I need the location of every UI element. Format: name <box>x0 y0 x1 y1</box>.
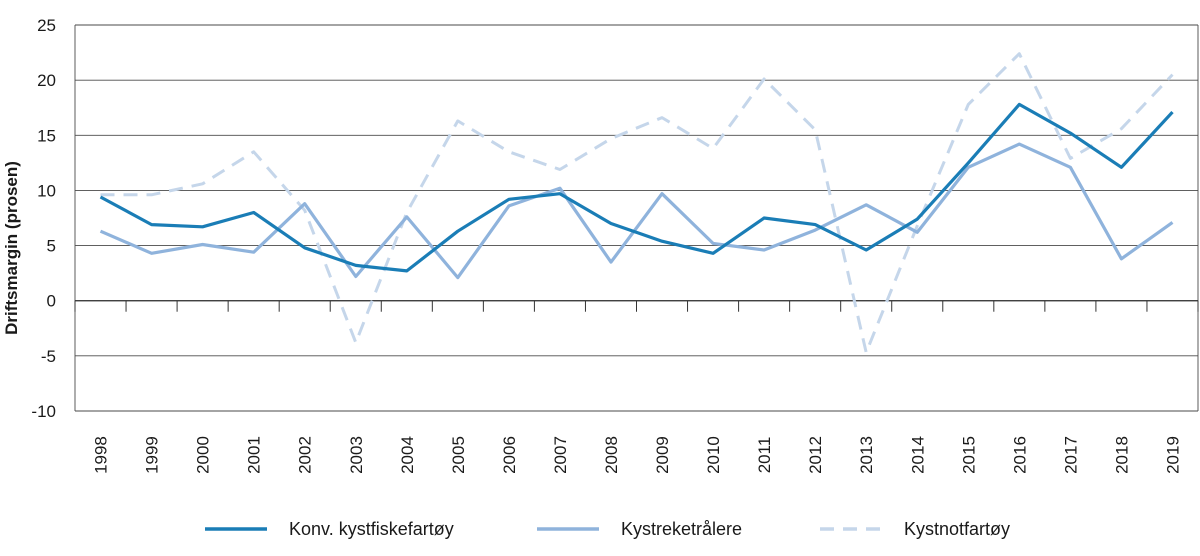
y-tick-label: 10 <box>37 181 56 200</box>
y-axis-ticks: -10 -5 0 5 10 15 20 25 <box>31 16 56 421</box>
x-tick-label: 2003 <box>347 436 366 474</box>
gridlines <box>74 24 1199 412</box>
x-tick-label: 2017 <box>1061 436 1080 474</box>
x-tick-label: 2008 <box>602 436 621 474</box>
x-tick-label: 2007 <box>551 436 570 474</box>
legend-label-0: Konv. kystfiskefartøy <box>289 519 454 539</box>
y-axis-title: Driftsmargin (prosen) <box>2 161 21 335</box>
legend-label-1: Kystreketrålere <box>621 519 742 539</box>
x-tick-label: 2006 <box>500 436 519 474</box>
x-tick-label: 2009 <box>653 436 672 474</box>
x-tick-label: 2000 <box>194 436 213 474</box>
x-tick-label: 2005 <box>449 436 468 474</box>
x-tick-label: 2010 <box>704 436 723 474</box>
series-lines <box>99 52 1174 354</box>
y-tick-label: 25 <box>37 16 56 35</box>
y-tick-label: 0 <box>47 292 56 311</box>
y-tick-label: 20 <box>37 71 56 90</box>
legend-label-2: Kystnotfartøy <box>904 519 1010 539</box>
x-tick-label: 2011 <box>755 437 774 474</box>
series-line-2 <box>100 52 1174 354</box>
y-tick-label: -10 <box>31 402 56 421</box>
x-tick-label: 2016 <box>1010 436 1029 474</box>
x-tick-label: 1999 <box>143 436 162 474</box>
x-tick-label: 2004 <box>398 436 417 474</box>
x-tick-label: 2012 <box>806 436 825 474</box>
x-tick-label: 2018 <box>1112 436 1131 474</box>
x-tick-label: 2014 <box>908 436 927 474</box>
x-tick-label: 2013 <box>857 436 876 474</box>
series-line-1 <box>99 142 1174 280</box>
series-line-0 <box>99 102 1174 273</box>
y-tick-label: 5 <box>47 237 56 256</box>
x-tick-label: 2001 <box>245 436 264 474</box>
y-tick-label: -5 <box>41 347 56 366</box>
legend: Konv. kystfiskefartøy Kystreketrålere Kyst… <box>205 519 1010 539</box>
x-axis: 1998 1999 2000 2001 2002 2003 2004 2005 2006 2007… <box>74 300 1199 474</box>
x-tick-label: 2002 <box>296 436 315 474</box>
x-tick-label: 2019 <box>1163 436 1182 474</box>
y-tick-label: 15 <box>37 126 56 145</box>
x-tick-label: 2015 <box>959 436 978 474</box>
x-tick-label: 1998 <box>92 436 111 474</box>
